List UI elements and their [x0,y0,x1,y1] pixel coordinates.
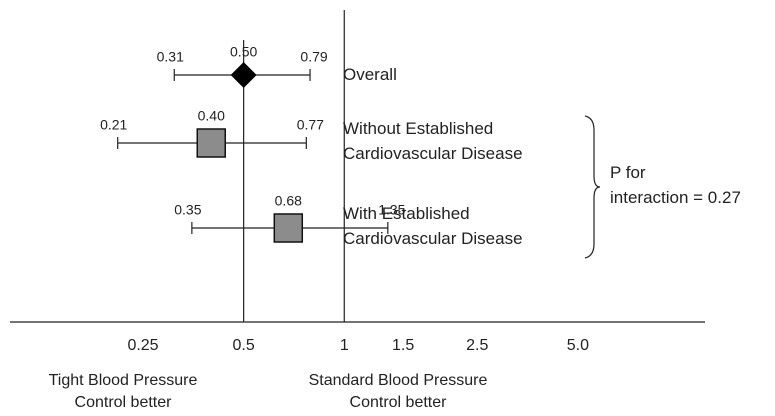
data-label: 0.50 [230,44,257,60]
estimate-square [196,128,226,158]
x-tick-label: 0.5 [233,337,255,354]
row-label: Without Established Cardiovascular Disea… [343,119,523,163]
x-tick-label: 2.5 [466,337,488,354]
x-label-left: Tight Blood Pressure Control better [48,372,198,411]
data-label: 0.68 [275,193,302,209]
estimate-square [273,213,304,243]
data-label: 0.31 [157,49,184,65]
data-label: 0.77 [297,117,324,133]
bracket [584,115,601,259]
row-label: With Established Cardiovascular Disease [343,204,523,248]
data-label: 0.21 [100,117,127,133]
data-label: 0.35 [174,202,201,218]
x-tick-label: 1 [340,337,349,354]
data-label: 0.40 [198,108,225,124]
x-label-right: Standard Blood Pressure Control better [308,372,488,411]
data-label: 0.79 [300,49,327,65]
x-tick-label: 1.5 [392,337,414,354]
x-tick-label: 5.0 [567,337,589,354]
estimate-diamond [230,62,257,88]
annotation: interaction = 0.27 [610,188,741,207]
data-label: 1.35 [378,202,405,218]
annotation: P for [610,163,646,182]
x-tick-label: 0.25 [127,337,158,354]
row-label: Overall [343,65,397,84]
